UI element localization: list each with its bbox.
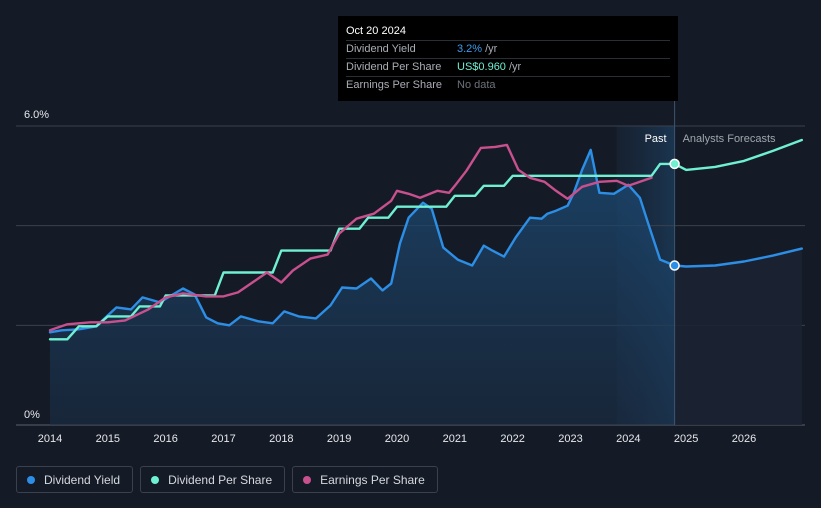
tooltip-value: 3.2% [457, 43, 483, 55]
x-tick-label: 2024 [616, 433, 640, 445]
series-marker [669, 158, 680, 170]
hover-tooltip: Oct 20 2024 Dividend Yield 3.2% /yr Divi… [338, 16, 678, 101]
legend-dot-icon [27, 475, 35, 484]
legend-dividend-per-share[interactable]: Dividend Per Share [140, 466, 286, 493]
tooltip-unit: /yr [508, 61, 522, 73]
x-tick-label: 2016 [153, 433, 177, 445]
legend-label: Dividend Per Share [168, 472, 273, 487]
x-tick-label: 2022 [500, 433, 524, 445]
x-tick-label: 2021 [443, 433, 467, 445]
forecast-label: Analysts Forecasts [683, 133, 776, 145]
tooltip-label: Dividend Per Share [346, 61, 442, 73]
series-area-dividend-yield [50, 149, 675, 426]
forecast-area [674, 248, 802, 425]
x-tick-label: 2017 [211, 433, 235, 445]
tooltip-unit: /yr [485, 43, 498, 55]
legend-earnings-per-share[interactable]: Earnings Per Share [292, 466, 438, 493]
x-tick-label: 2026 [732, 433, 756, 445]
series-line-dividend-yield-forecast [673, 247, 803, 268]
tooltip-date: Oct 20 2024 [346, 22, 670, 41]
x-tick-label: 2019 [327, 433, 351, 445]
tooltip-label: Dividend Yield [346, 43, 416, 55]
legend-label: Earnings Per Share [320, 472, 425, 487]
tooltip-row-dividend-yield: Dividend Yield 3.2% /yr [346, 41, 670, 59]
x-tick-label: 2025 [674, 433, 698, 445]
tooltip-value: No data [457, 79, 496, 91]
x-tick-label: 2014 [38, 433, 62, 445]
x-tick-label: 2020 [385, 433, 409, 445]
legend-dot-icon [303, 475, 312, 484]
series-line-dividend-per-share-forecast [673, 138, 803, 172]
legend-dividend-yield[interactable]: Dividend Yield [16, 466, 134, 493]
series-marker [669, 260, 680, 271]
dividend-chart: 6.0% 0% 2014 2015 2016 2017 2018 2019 2020 2021 20… [16, 100, 805, 445]
series-line-earnings-per-share [48, 143, 653, 332]
x-tick-label: 2023 [558, 433, 582, 445]
tooltip-row-earnings-per-share: Earnings Per Share No data [346, 77, 670, 94]
chart-legend: Dividend Yield Dividend Per Share Earnin… [16, 466, 438, 493]
legend-label: Dividend Yield [44, 472, 121, 487]
y-tick-label: 6.0% [24, 109, 49, 121]
legend-dot-icon [151, 475, 160, 484]
tooltip-value: US$0.960 [457, 61, 506, 73]
x-tick-label: 2018 [269, 433, 293, 445]
tooltip-label: Earnings Per Share [346, 79, 442, 91]
y-tick-label: 0% [24, 409, 40, 421]
x-tick-label: 2015 [96, 433, 120, 445]
past-label: Past [645, 133, 667, 145]
tooltip-row-dividend-per-share: Dividend Per Share US$0.960 /yr [346, 59, 670, 77]
